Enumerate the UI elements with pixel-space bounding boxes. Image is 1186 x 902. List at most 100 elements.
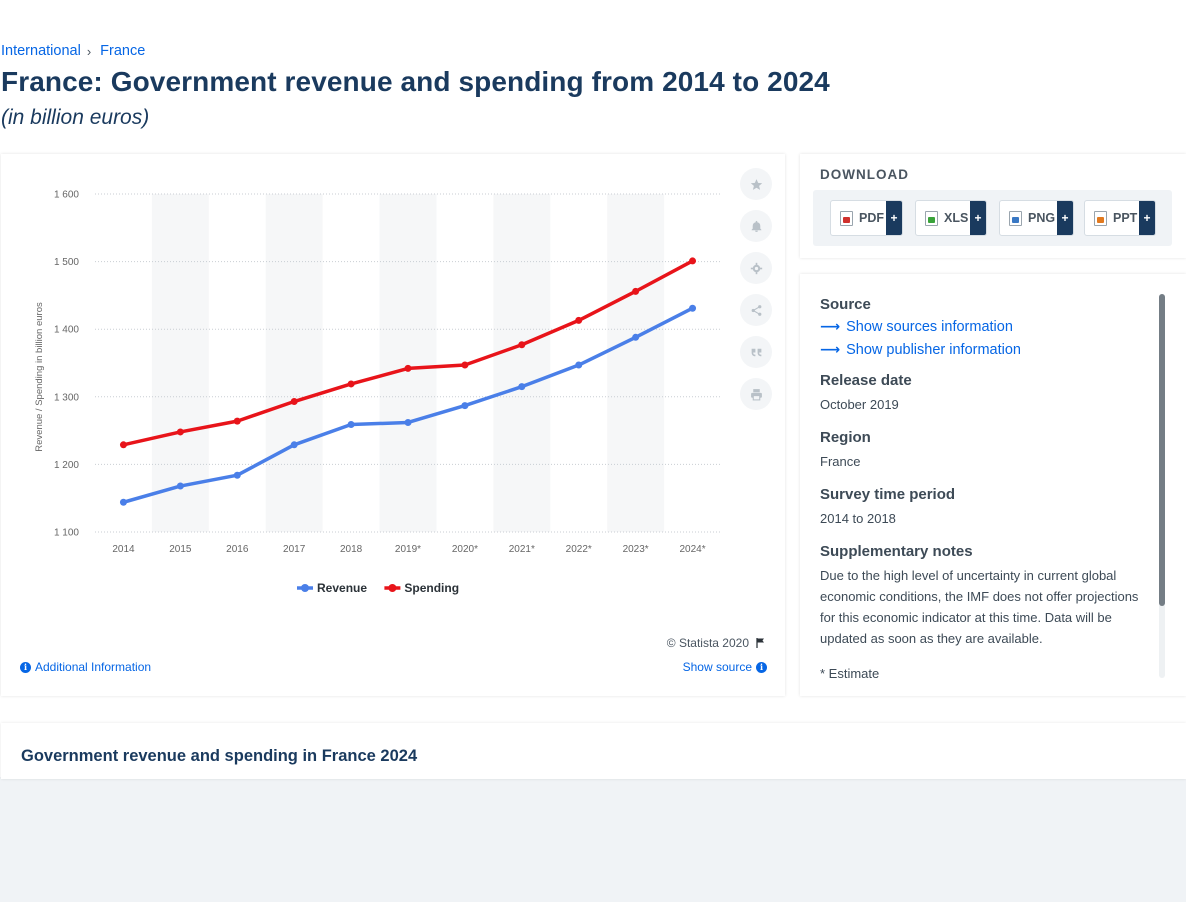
- download-pdf-button[interactable]: PDF +: [830, 200, 903, 236]
- column-band: [379, 194, 437, 532]
- additional-information-link[interactable]: i Additional Information: [20, 660, 151, 674]
- revenue-point: [575, 361, 583, 369]
- x-tick-label: 2019*: [395, 544, 421, 555]
- y-tick-label: 1 200: [54, 460, 79, 471]
- download-png-button[interactable]: PNG +: [999, 200, 1074, 236]
- source-heading: Source: [820, 296, 871, 313]
- legend-label-revenue: Revenue: [317, 581, 367, 595]
- region-heading: Region: [820, 429, 871, 446]
- line-chart: 1 100 1 200 1 300 1 400 1 500 1 600 2014 2015 20…: [34, 190, 721, 595]
- download-panel: DOWNLOAD PDF + XLS + PNG + PPT +: [800, 154, 1186, 258]
- spending-point: [575, 316, 583, 324]
- bell-icon[interactable]: [740, 210, 772, 242]
- show-source-link[interactable]: Show source i: [683, 660, 767, 674]
- revenue-point: [689, 304, 697, 312]
- x-tick-label: 2015: [169, 544, 192, 555]
- additional-information-label: Additional Information: [35, 660, 152, 674]
- scrollbar-thumb[interactable]: [1159, 294, 1165, 606]
- revenue-point: [176, 482, 184, 490]
- print-icon[interactable]: [740, 378, 772, 410]
- download-xls-button[interactable]: XLS +: [915, 200, 987, 236]
- region-value: France: [820, 454, 861, 469]
- spending-point: [632, 287, 640, 295]
- page-background-band: [0, 777, 1186, 902]
- legend-marker-revenue: [301, 584, 309, 592]
- column-band: [493, 194, 551, 532]
- pdf-file-icon: [840, 210, 853, 226]
- revenue-point: [461, 402, 469, 410]
- info-scrollbar[interactable]: [1159, 294, 1165, 678]
- y-tick-label: 1 600: [54, 190, 79, 201]
- page-title: France: Government revenue and spending …: [1, 66, 830, 97]
- revenue-point: [404, 418, 412, 426]
- download-ppt-button[interactable]: PPT +: [1084, 200, 1156, 236]
- spending-point: [233, 417, 241, 425]
- related-statistic-title[interactable]: Government revenue and spending in Franc…: [21, 747, 418, 765]
- supplementary-notes-heading: Supplementary notes: [820, 543, 973, 560]
- show-publisher-link[interactable]: ⟶ Show publisher information: [820, 341, 1155, 358]
- supplementary-notes-value: Due to the high level of uncertainty in …: [820, 568, 1139, 646]
- show-sources-label: Show sources information: [846, 318, 1013, 335]
- chart-copyright: © Statista 2020: [667, 636, 767, 650]
- spending-point: [404, 364, 412, 372]
- spending-point: [290, 398, 298, 406]
- star-icon[interactable]: [740, 168, 772, 200]
- breadcrumb-separator: ›: [86, 43, 92, 59]
- x-tick-label: 2018: [340, 544, 363, 555]
- x-tick-label: 2014: [112, 544, 135, 555]
- show-sources-link[interactable]: ⟶ Show sources information: [820, 318, 1155, 335]
- y-tick-label: 1 300: [54, 392, 79, 403]
- show-source-label: Show source: [682, 660, 752, 674]
- download-png-label: PNG: [1028, 211, 1056, 225]
- plus-icon: +: [970, 201, 986, 235]
- estimate-note: * Estimate: [820, 666, 880, 681]
- revenue-point: [518, 383, 526, 391]
- plus-icon: +: [886, 201, 902, 235]
- y-axis-title: Revenue / Spending in billion euros: [34, 302, 45, 452]
- quote-icon[interactable]: [740, 336, 772, 368]
- copyright-text: © Statista 2020: [666, 636, 749, 650]
- survey-period-heading: Survey time period: [820, 486, 956, 503]
- x-tick-label: 2017: [283, 544, 306, 555]
- download-title: DOWNLOAD: [820, 167, 909, 182]
- x-tick-label: 2021*: [509, 544, 535, 555]
- x-tick-label: 2022*: [566, 544, 592, 555]
- column-band: [151, 194, 209, 532]
- flag-icon[interactable]: [755, 637, 767, 649]
- revenue-point: [632, 333, 640, 341]
- breadcrumb-link-france[interactable]: France: [100, 43, 146, 59]
- legend-label-spending: Spending: [404, 581, 459, 595]
- info-icon: i: [756, 661, 767, 673]
- xls-file-icon: [925, 210, 938, 226]
- revenue-point: [233, 471, 241, 479]
- release-date-value: October 2019: [820, 397, 899, 412]
- info-content: Source ⟶ Show sources information ⟶ Show…: [820, 296, 1155, 696]
- plus-icon: +: [1057, 201, 1073, 235]
- spending-point: [347, 380, 355, 388]
- x-tick-label: 2023*: [623, 544, 649, 555]
- related-statistic-card: Government revenue and spending in Franc…: [1, 723, 1186, 779]
- png-file-icon: [1009, 210, 1022, 226]
- chart-toolbar: [740, 168, 772, 420]
- gear-icon[interactable]: [740, 252, 772, 284]
- spending-point: [689, 257, 697, 265]
- ppt-file-icon: [1094, 210, 1107, 226]
- spending-point: [176, 428, 184, 436]
- column-band: [607, 194, 665, 532]
- breadcrumb-link-international[interactable]: International: [1, 43, 81, 59]
- x-tick-label: 2024*: [679, 544, 705, 555]
- revenue-point: [347, 421, 355, 429]
- plus-icon: +: [1139, 201, 1155, 235]
- info-icon: i: [20, 661, 31, 673]
- arrow-right-icon: ⟶: [820, 341, 841, 357]
- spending-point: [518, 341, 526, 349]
- share-icon[interactable]: [740, 294, 772, 326]
- y-tick-label: 1 400: [54, 325, 79, 336]
- chart-card: 1 100 1 200 1 300 1 400 1 500 1 600 2014 2015 20…: [1, 154, 785, 696]
- y-tick-label: 1 500: [54, 257, 79, 268]
- revenue-point: [119, 498, 127, 506]
- column-band: [265, 194, 323, 532]
- x-tick-label: 2020*: [452, 544, 478, 555]
- legend-marker-spending: [388, 584, 397, 592]
- revenue-point: [290, 441, 298, 449]
